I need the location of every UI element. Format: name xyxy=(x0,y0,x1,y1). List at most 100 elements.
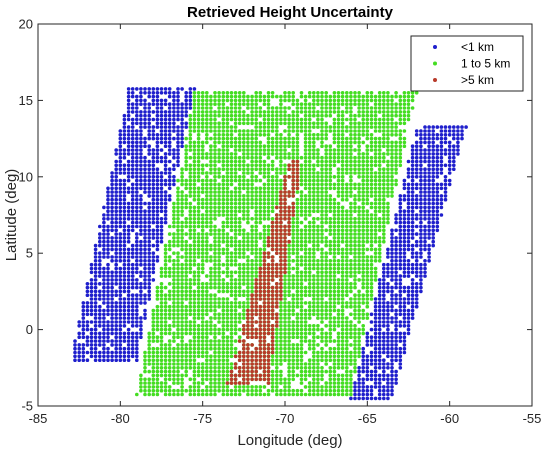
data-point xyxy=(180,327,184,332)
data-point xyxy=(163,121,168,126)
data-point xyxy=(406,262,411,267)
data-point xyxy=(324,205,329,210)
data-point xyxy=(303,239,308,244)
data-point xyxy=(340,152,345,156)
data-point xyxy=(126,293,131,298)
data-point xyxy=(394,381,398,385)
data-point xyxy=(402,285,407,290)
data-point xyxy=(386,136,390,141)
data-point xyxy=(106,320,110,324)
data-point xyxy=(180,136,184,141)
data-point xyxy=(242,148,246,152)
data-point xyxy=(270,217,275,221)
data-point xyxy=(369,224,374,229)
data-point xyxy=(229,388,234,393)
data-point xyxy=(192,194,197,198)
data-point xyxy=(225,346,230,351)
data-point xyxy=(233,251,238,255)
data-point xyxy=(312,381,316,385)
data-point xyxy=(394,255,398,259)
data-point xyxy=(299,262,304,267)
data-point xyxy=(345,182,349,187)
data-point xyxy=(373,362,378,366)
data-point xyxy=(225,297,230,301)
data-point xyxy=(135,175,139,179)
data-point xyxy=(192,289,197,294)
data-point xyxy=(184,148,188,152)
data-point xyxy=(233,350,238,355)
data-point xyxy=(402,209,407,213)
data-point xyxy=(229,243,234,248)
data-point xyxy=(155,98,160,103)
data-point xyxy=(307,220,312,225)
data-point xyxy=(114,304,118,309)
data-point xyxy=(435,155,440,160)
data-point xyxy=(307,148,312,152)
data-point xyxy=(130,220,135,225)
data-point xyxy=(452,167,456,171)
data-point xyxy=(414,274,419,278)
data-point xyxy=(184,136,188,141)
data-point xyxy=(254,155,258,160)
data-point xyxy=(410,270,415,275)
data-point xyxy=(180,266,184,271)
data-point xyxy=(147,148,151,152)
data-point xyxy=(373,354,378,359)
data-point xyxy=(324,175,329,179)
data-point xyxy=(299,155,304,160)
data-point xyxy=(382,224,386,229)
data-point xyxy=(98,335,102,340)
data-point xyxy=(151,243,156,248)
data-point xyxy=(353,163,357,168)
data-point xyxy=(320,213,324,217)
data-point xyxy=(419,209,423,213)
data-point xyxy=(110,171,114,175)
data-point xyxy=(345,358,349,363)
data-point xyxy=(287,388,291,393)
data-point xyxy=(200,312,205,317)
data-point xyxy=(386,331,390,336)
data-point xyxy=(279,159,283,164)
data-point xyxy=(93,320,98,324)
data-point xyxy=(419,205,423,210)
data-point xyxy=(106,232,110,236)
data-point xyxy=(427,136,431,141)
data-point xyxy=(89,285,94,290)
data-point xyxy=(209,362,213,366)
data-point xyxy=(192,186,197,191)
data-point xyxy=(303,133,308,137)
data-point xyxy=(312,178,316,183)
data-point xyxy=(217,136,221,141)
data-point xyxy=(110,324,114,328)
data-point xyxy=(361,350,366,355)
data-point xyxy=(332,278,337,282)
data-point xyxy=(275,354,279,359)
data-point xyxy=(192,224,197,229)
data-point xyxy=(316,392,320,397)
data-point xyxy=(209,129,213,133)
data-point xyxy=(377,228,382,233)
data-point xyxy=(233,293,238,298)
data-point xyxy=(233,236,238,240)
data-point xyxy=(139,91,143,95)
data-point xyxy=(419,171,423,175)
data-point xyxy=(295,144,300,148)
data-point xyxy=(410,236,415,240)
data-point xyxy=(139,167,143,171)
data-point xyxy=(447,163,452,168)
data-point xyxy=(320,144,324,148)
data-point xyxy=(188,297,193,301)
data-point xyxy=(225,209,230,213)
data-point xyxy=(167,136,172,141)
data-point xyxy=(130,217,135,221)
data-point xyxy=(328,129,333,133)
data-point xyxy=(196,213,201,217)
data-point xyxy=(205,125,209,129)
data-point xyxy=(159,201,164,206)
data-point xyxy=(345,236,349,240)
data-point xyxy=(172,178,176,183)
data-point xyxy=(110,331,114,336)
data-point xyxy=(135,133,139,137)
data-point xyxy=(431,136,436,141)
data-point xyxy=(167,194,172,198)
